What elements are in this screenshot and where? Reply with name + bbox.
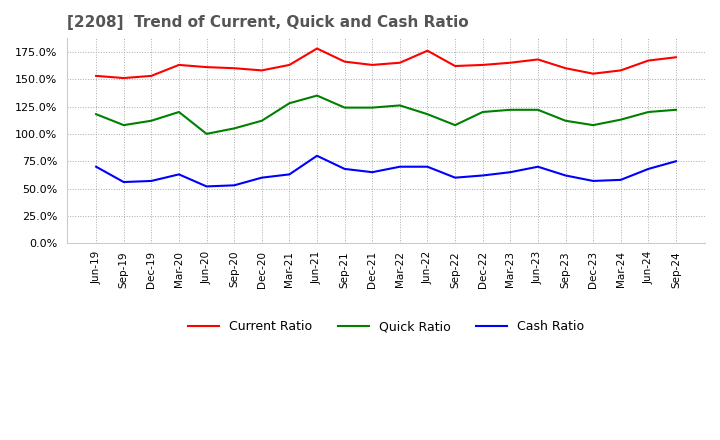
Quick Ratio bbox=[230, 126, 238, 131]
Quick Ratio bbox=[478, 110, 487, 115]
Cash Ratio bbox=[175, 172, 184, 177]
Cash Ratio bbox=[202, 184, 211, 189]
Cash Ratio bbox=[644, 166, 653, 172]
Quick Ratio bbox=[258, 118, 266, 123]
Cash Ratio bbox=[534, 164, 542, 169]
Cash Ratio bbox=[368, 169, 377, 175]
Quick Ratio bbox=[672, 107, 680, 113]
Quick Ratio bbox=[451, 122, 459, 128]
Current Ratio bbox=[395, 60, 404, 66]
Cash Ratio bbox=[91, 164, 100, 169]
Cash Ratio bbox=[506, 169, 515, 175]
Quick Ratio bbox=[341, 105, 349, 110]
Current Ratio bbox=[644, 58, 653, 63]
Current Ratio bbox=[285, 62, 294, 68]
Line: Cash Ratio: Cash Ratio bbox=[96, 156, 676, 187]
Cash Ratio bbox=[230, 183, 238, 188]
Cash Ratio bbox=[451, 175, 459, 180]
Quick Ratio bbox=[175, 110, 184, 115]
Current Ratio bbox=[478, 62, 487, 68]
Cash Ratio bbox=[341, 166, 349, 172]
Current Ratio bbox=[589, 71, 598, 76]
Cash Ratio bbox=[147, 178, 156, 183]
Current Ratio bbox=[672, 55, 680, 60]
Cash Ratio bbox=[672, 158, 680, 164]
Cash Ratio bbox=[561, 173, 570, 178]
Cash Ratio bbox=[312, 153, 321, 158]
Line: Quick Ratio: Quick Ratio bbox=[96, 95, 676, 134]
Current Ratio bbox=[561, 66, 570, 71]
Quick Ratio bbox=[423, 112, 432, 117]
Current Ratio bbox=[312, 46, 321, 51]
Quick Ratio bbox=[91, 112, 100, 117]
Current Ratio bbox=[451, 63, 459, 69]
Quick Ratio bbox=[589, 122, 598, 128]
Current Ratio bbox=[230, 66, 238, 71]
Current Ratio bbox=[147, 73, 156, 78]
Current Ratio bbox=[120, 75, 128, 81]
Quick Ratio bbox=[202, 131, 211, 136]
Cash Ratio bbox=[395, 164, 404, 169]
Current Ratio bbox=[423, 48, 432, 53]
Cash Ratio bbox=[423, 164, 432, 169]
Cash Ratio bbox=[285, 172, 294, 177]
Text: [2208]  Trend of Current, Quick and Cash Ratio: [2208] Trend of Current, Quick and Cash … bbox=[67, 15, 469, 30]
Quick Ratio bbox=[285, 101, 294, 106]
Cash Ratio bbox=[120, 180, 128, 185]
Quick Ratio bbox=[616, 117, 625, 122]
Quick Ratio bbox=[534, 107, 542, 113]
Current Ratio bbox=[91, 73, 100, 78]
Quick Ratio bbox=[395, 103, 404, 108]
Quick Ratio bbox=[147, 118, 156, 123]
Current Ratio bbox=[175, 62, 184, 68]
Quick Ratio bbox=[644, 110, 653, 115]
Current Ratio bbox=[341, 59, 349, 64]
Cash Ratio bbox=[258, 175, 266, 180]
Quick Ratio bbox=[506, 107, 515, 113]
Current Ratio bbox=[534, 57, 542, 62]
Cash Ratio bbox=[478, 173, 487, 178]
Quick Ratio bbox=[120, 122, 128, 128]
Cash Ratio bbox=[616, 177, 625, 183]
Current Ratio bbox=[202, 65, 211, 70]
Quick Ratio bbox=[312, 93, 321, 98]
Legend: Current Ratio, Quick Ratio, Cash Ratio: Current Ratio, Quick Ratio, Cash Ratio bbox=[183, 315, 589, 338]
Current Ratio bbox=[616, 68, 625, 73]
Quick Ratio bbox=[561, 118, 570, 123]
Line: Current Ratio: Current Ratio bbox=[96, 48, 676, 78]
Current Ratio bbox=[506, 60, 515, 66]
Cash Ratio bbox=[589, 178, 598, 183]
Current Ratio bbox=[368, 62, 377, 68]
Quick Ratio bbox=[368, 105, 377, 110]
Current Ratio bbox=[258, 68, 266, 73]
